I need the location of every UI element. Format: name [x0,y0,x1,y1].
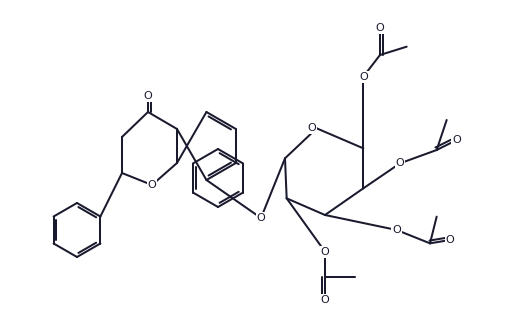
Text: O: O [321,247,329,257]
Text: O: O [307,123,316,133]
Text: O: O [257,213,265,223]
Text: O: O [445,235,455,245]
Text: O: O [359,72,368,82]
Text: O: O [321,295,329,305]
Text: O: O [395,158,405,168]
Text: O: O [376,23,384,33]
Text: O: O [147,180,157,190]
Text: O: O [452,135,461,145]
Text: O: O [143,91,153,101]
Text: O: O [392,225,401,235]
